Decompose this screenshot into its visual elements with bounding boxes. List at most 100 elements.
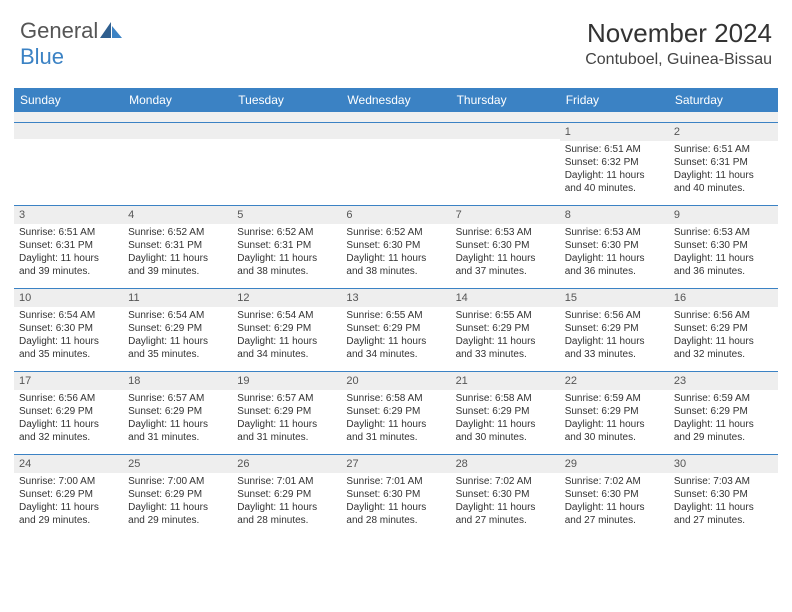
sunrise-line: Sunrise: 6:56 AM <box>565 309 664 322</box>
day-number: 15 <box>560 289 669 307</box>
day-cell: 7Sunrise: 6:53 AMSunset: 6:30 PMDaylight… <box>451 206 560 288</box>
day-number: 21 <box>451 372 560 390</box>
day-body: Sunrise: 7:03 AMSunset: 6:30 PMDaylight:… <box>669 473 778 531</box>
logo-text-blue: Blue <box>20 44 64 69</box>
header: General Blue November 2024 Contuboel, Gu… <box>0 0 792 78</box>
day-cell: 13Sunrise: 6:55 AMSunset: 6:29 PMDayligh… <box>341 289 450 371</box>
day-number: 24 <box>14 455 123 473</box>
empty-cell <box>451 123 560 205</box>
day-number: 2 <box>669 123 778 141</box>
sunset-line: Sunset: 6:30 PM <box>674 239 773 252</box>
logo-sail-icon <box>100 20 122 38</box>
dow-cell: Thursday <box>451 88 560 112</box>
day-cell: 16Sunrise: 6:56 AMSunset: 6:29 PMDayligh… <box>669 289 778 371</box>
daylight-line: Daylight: 11 hours and 36 minutes. <box>674 252 773 278</box>
sunset-line: Sunset: 6:29 PM <box>456 322 555 335</box>
day-number: 29 <box>560 455 669 473</box>
day-cell: 29Sunrise: 7:02 AMSunset: 6:30 PMDayligh… <box>560 455 669 537</box>
spacer-row <box>14 112 778 122</box>
day-cell: 10 Sunrise: 6:54 AMSunset: 6:30 PMDayligh… <box>14 289 123 371</box>
day-body: Sunrise: 6:59 AMSunset: 6:29 PMDaylight:… <box>669 390 778 448</box>
day-body: Sunrise: 6:55 AMSunset: 6:29 PMDaylight:… <box>341 307 450 365</box>
sunset-line: Sunset: 6:31 PM <box>237 239 336 252</box>
sunrise-line: Sunrise: 6:58 AM <box>456 392 555 405</box>
day-number: 18 <box>123 372 232 390</box>
sunset-line: Sunset: 6:32 PM <box>565 156 664 169</box>
sunset-line: Sunset: 6:30 PM <box>19 322 118 335</box>
day-number: 9 <box>669 206 778 224</box>
daylight-line: Daylight: 11 hours and 32 minutes. <box>674 335 773 361</box>
daylight-line: Daylight: 11 hours and 32 minutes. <box>19 418 118 444</box>
empty-cell <box>232 123 341 205</box>
daylight-line: Daylight: 11 hours and 27 minutes. <box>456 501 555 527</box>
day-body: Sunrise: 6:53 AMSunset: 6:30 PMDaylight:… <box>669 224 778 282</box>
daylight-line: Daylight: 11 hours and 39 minutes. <box>19 252 118 278</box>
sunset-line: Sunset: 6:29 PM <box>237 322 336 335</box>
daylight-line: Daylight: 11 hours and 29 minutes. <box>674 418 773 444</box>
daylight-line: Daylight: 11 hours and 27 minutes. <box>565 501 664 527</box>
day-body: Sunrise: 6:54 AMSunset: 6:29 PMDaylight:… <box>123 307 232 365</box>
sunrise-line: Sunrise: 6:54 AM <box>128 309 227 322</box>
sunset-line: Sunset: 6:31 PM <box>19 239 118 252</box>
week-row: 1Sunrise: 6:51 AMSunset: 6:32 PMDaylight… <box>14 122 778 205</box>
dow-cell: Monday <box>123 88 232 112</box>
sunrise-line: Sunrise: 6:59 AM <box>674 392 773 405</box>
day-body: Sunrise: 7:00 AMSunset: 6:29 PMDaylight:… <box>123 473 232 531</box>
sunset-line: Sunset: 6:29 PM <box>128 488 227 501</box>
day-number: 14 <box>451 289 560 307</box>
day-body: Sunrise: 6:52 AMSunset: 6:31 PMDaylight:… <box>232 224 341 282</box>
daylight-line: Daylight: 11 hours and 39 minutes. <box>128 252 227 278</box>
sunrise-line: Sunrise: 7:02 AM <box>456 475 555 488</box>
day-body: Sunrise: 6:53 AMSunset: 6:30 PMDaylight:… <box>560 224 669 282</box>
sunrise-line: Sunrise: 6:52 AM <box>237 226 336 239</box>
day-cell: 28Sunrise: 7:02 AMSunset: 6:30 PMDayligh… <box>451 455 560 537</box>
sunrise-line: Sunrise: 6:54 AM <box>19 309 118 322</box>
day-number: 17 <box>14 372 123 390</box>
sunset-line: Sunset: 6:30 PM <box>565 488 664 501</box>
day-body: Sunrise: 6:56 AMSunset: 6:29 PMDaylight:… <box>669 307 778 365</box>
daylight-line: Daylight: 11 hours and 31 minutes. <box>237 418 336 444</box>
daylight-line: Daylight: 11 hours and 27 minutes. <box>674 501 773 527</box>
day-number: 26 <box>232 455 341 473</box>
day-body: Sunrise: 7:02 AMSunset: 6:30 PMDaylight:… <box>560 473 669 531</box>
day-number: 13 <box>341 289 450 307</box>
day-cell: 12Sunrise: 6:54 AMSunset: 6:29 PMDayligh… <box>232 289 341 371</box>
sunrise-line: Sunrise: 6:56 AM <box>674 309 773 322</box>
sunrise-line: Sunrise: 6:51 AM <box>19 226 118 239</box>
day-cell: 4Sunrise: 6:52 AMSunset: 6:31 PMDaylight… <box>123 206 232 288</box>
day-cell: 24Sunrise: 7:00 AMSunset: 6:29 PMDayligh… <box>14 455 123 537</box>
day-cell: 18Sunrise: 6:57 AMSunset: 6:29 PMDayligh… <box>123 372 232 454</box>
sunrise-line: Sunrise: 7:03 AM <box>674 475 773 488</box>
sunrise-line: Sunrise: 6:51 AM <box>674 143 773 156</box>
dow-row: SundayMondayTuesdayWednesdayThursdayFrid… <box>14 88 778 112</box>
sunrise-line: Sunrise: 6:52 AM <box>346 226 445 239</box>
day-body: Sunrise: 6:56 AMSunset: 6:29 PMDaylight:… <box>14 390 123 448</box>
day-body: Sunrise: 6:54 AMSunset: 6:29 PMDaylight:… <box>232 307 341 365</box>
daylight-line: Daylight: 11 hours and 34 minutes. <box>237 335 336 361</box>
week-row: 3Sunrise: 6:51 AMSunset: 6:31 PMDaylight… <box>14 205 778 288</box>
sunset-line: Sunset: 6:30 PM <box>346 239 445 252</box>
sunrise-line: Sunrise: 6:55 AM <box>456 309 555 322</box>
daylight-line: Daylight: 11 hours and 37 minutes. <box>456 252 555 278</box>
sunrise-line: Sunrise: 7:00 AM <box>128 475 227 488</box>
day-cell: 30Sunrise: 7:03 AMSunset: 6:30 PMDayligh… <box>669 455 778 537</box>
sunrise-line: Sunrise: 6:53 AM <box>674 226 773 239</box>
day-number: 10 <box>14 289 123 307</box>
sunset-line: Sunset: 6:29 PM <box>346 322 445 335</box>
sunset-line: Sunset: 6:29 PM <box>19 405 118 418</box>
day-body: Sunrise: 6:51 AMSunset: 6:31 PMDaylight:… <box>14 224 123 282</box>
day-cell: 8Sunrise: 6:53 AMSunset: 6:30 PMDaylight… <box>560 206 669 288</box>
day-number: 16 <box>669 289 778 307</box>
calendar: SundayMondayTuesdayWednesdayThursdayFrid… <box>14 88 778 537</box>
day-number: 12 <box>232 289 341 307</box>
sunset-line: Sunset: 6:29 PM <box>237 488 336 501</box>
day-body: Sunrise: 7:01 AMSunset: 6:29 PMDaylight:… <box>232 473 341 531</box>
daylight-line: Daylight: 11 hours and 35 minutes. <box>19 335 118 361</box>
daylight-line: Daylight: 11 hours and 35 minutes. <box>128 335 227 361</box>
empty-daynum <box>14 123 123 139</box>
daylight-line: Daylight: 11 hours and 28 minutes. <box>237 501 336 527</box>
sunset-line: Sunset: 6:30 PM <box>674 488 773 501</box>
day-cell: 22Sunrise: 6:59 AMSunset: 6:29 PMDayligh… <box>560 372 669 454</box>
dow-cell: Wednesday <box>341 88 450 112</box>
day-cell: 20Sunrise: 6:58 AMSunset: 6:29 PMDayligh… <box>341 372 450 454</box>
